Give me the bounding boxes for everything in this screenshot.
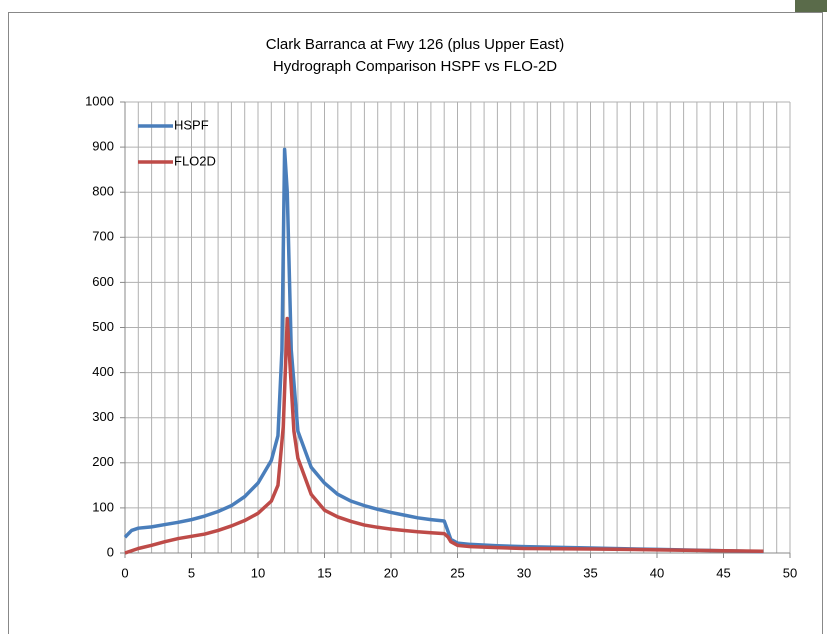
chart-title: Clark Barranca at Fwy 126 (plus Upper Ea… (266, 36, 564, 53)
x-tick-label: 50 (783, 565, 797, 580)
y-tick-label: 900 (92, 139, 114, 154)
x-tick-label: 20 (384, 565, 398, 580)
x-tick-label: 25 (450, 565, 464, 580)
grid (120, 101, 791, 558)
y-tick-label: 1000 (85, 93, 114, 108)
legend-label: FLO2D (174, 153, 216, 168)
y-tick-label: 600 (92, 274, 114, 289)
x-tick-label: 35 (583, 565, 597, 580)
legend-label: HSPF (174, 117, 209, 132)
y-tick-label: 400 (92, 364, 114, 379)
x-tick-label: 5 (188, 565, 195, 580)
x-tick-label: 45 (716, 565, 730, 580)
y-tick-label: 100 (92, 499, 114, 514)
x-tick-label: 40 (650, 565, 664, 580)
plot (123, 147, 764, 555)
x-tick-label: 10 (251, 565, 265, 580)
y-tick-label: 300 (92, 409, 114, 424)
x-tick-label: 15 (317, 565, 331, 580)
y-tick-label: 700 (92, 229, 114, 244)
chart-subtitle: Hydrograph Comparison HSPF vs FLO-2D (273, 58, 557, 75)
y-tick-label: 800 (92, 184, 114, 199)
x-tick-label: 0 (121, 565, 128, 580)
y-tick-label: 500 (92, 319, 114, 334)
photo-fragment (795, 0, 827, 12)
series-line (124, 316, 764, 555)
x-tick-label: 30 (517, 565, 531, 580)
y-tick-label: 200 (92, 454, 114, 469)
chart-frame (8, 12, 823, 639)
series-line (123, 147, 764, 554)
y-tick-label: 0 (107, 544, 114, 559)
